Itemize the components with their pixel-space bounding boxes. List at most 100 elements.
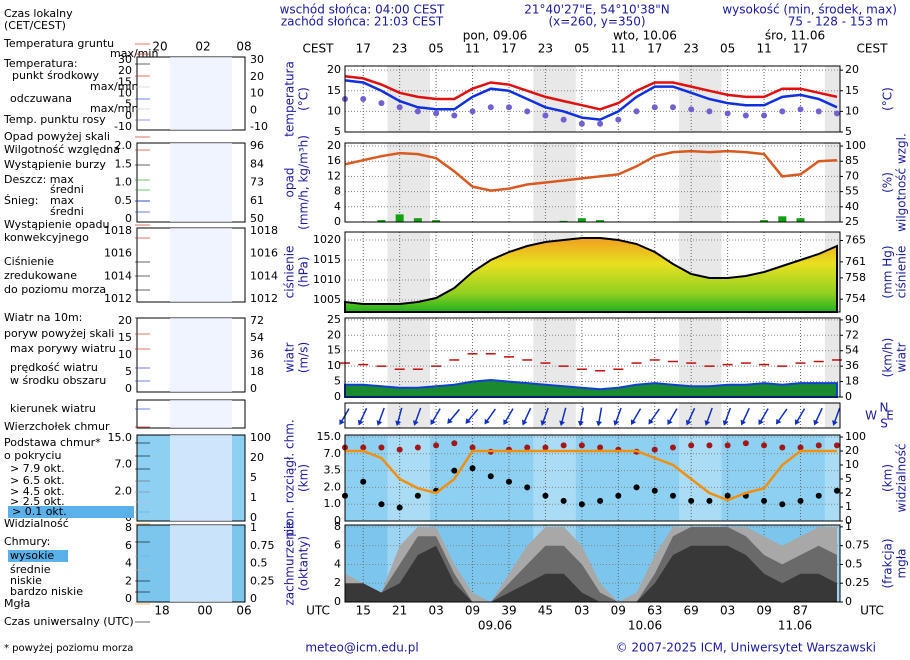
night-band [824, 143, 840, 222]
mini-tick-right: -10 [250, 120, 268, 133]
series-dot [451, 467, 458, 474]
compass-letter: E [886, 409, 894, 423]
y-axis-unit: (m/s) [297, 342, 311, 373]
y2-tick-label: 758 [845, 271, 866, 284]
wind-arrow [447, 408, 461, 424]
mini-night [170, 57, 232, 130]
y2-tick-label: 10 [845, 104, 859, 117]
series-dot [469, 108, 476, 115]
mini-night [170, 525, 232, 602]
cest-tick-label: 17 [793, 42, 808, 56]
wind-arrow [832, 407, 841, 426]
precip-bar [413, 218, 422, 222]
mini-tick-right: 5 [250, 471, 257, 484]
legend-text: kierunek wiatru [10, 402, 96, 415]
series-dot [542, 492, 549, 499]
y-axis-unit: (mm/h, kg/m³h) [297, 135, 311, 230]
mini-tick-left: 1.5 [115, 157, 133, 170]
y-tick-label: 16 [327, 154, 341, 167]
series-dot [578, 501, 585, 508]
footnote: * powyżej poziomu morza [4, 643, 133, 654]
night-band [387, 232, 431, 312]
mini-tick-left: 15 [118, 75, 132, 88]
arrow-head [376, 420, 383, 426]
cest-tick-label: 11 [465, 42, 480, 56]
panel-frame [344, 65, 841, 133]
series-dot [779, 444, 786, 451]
y2-tick-label: 54 [845, 344, 859, 357]
legend-text: konwekcyjnego [4, 231, 89, 244]
night-band [679, 143, 722, 222]
legend-text: Śnieg: [4, 194, 38, 207]
cest-tick-label: 05 [574, 42, 589, 56]
mini-tick-right: 36 [250, 348, 264, 361]
y-tick-label: 10 [327, 104, 341, 117]
series-dot [542, 112, 549, 119]
y-tick-label: 20 [327, 139, 341, 152]
series-line [344, 75, 838, 111]
wind-arrow [758, 408, 769, 426]
legend-text: Wierzchołek chmur [4, 420, 110, 433]
arrow-head [559, 420, 565, 427]
legend-text: prędkość wiatru [10, 361, 98, 374]
utc-tick-label: 03 [428, 604, 443, 618]
series-dot [560, 497, 567, 504]
arrow-head [813, 419, 819, 426]
series-dot [560, 116, 567, 123]
y-tick-label: 3.5 [324, 464, 342, 477]
wind-arrow [484, 408, 496, 425]
legend-text: do poziomu morza [4, 283, 106, 296]
series-dot [688, 106, 695, 113]
arrow-head [413, 420, 419, 426]
series-dot [560, 442, 567, 449]
y2-tick-label: 0.25 [845, 576, 870, 589]
series-area [344, 237, 839, 313]
legend-text: Deszcz: max [4, 173, 74, 186]
series-dot [360, 444, 367, 451]
series-dot [797, 106, 804, 113]
wind-arrow [613, 407, 622, 426]
wind-arrow [559, 407, 567, 427]
wind-arrow [465, 408, 479, 424]
wind-arrow [521, 407, 532, 426]
night-band [533, 403, 576, 428]
y-axis-unit: (oktanty) [297, 536, 311, 591]
y-tick-label: 1015 [313, 253, 341, 266]
y2-tick-label: 0 [845, 595, 852, 608]
wind-arrow [685, 407, 696, 426]
wind-arrow [577, 407, 584, 427]
y2-tick-label: 0 [845, 390, 852, 403]
mini-tick-right: 0 [250, 592, 257, 605]
panel-frame [344, 317, 841, 398]
series-area [344, 378, 839, 398]
day-label: 09.06 [478, 619, 512, 633]
mini-tick-right: 30 [250, 53, 264, 66]
series-dot [779, 108, 786, 115]
y2-axis-title: wiatr [895, 342, 909, 372]
y2-tick-label: 0 [845, 514, 852, 527]
series-line [344, 149, 838, 192]
wind-arrow [722, 407, 732, 426]
y2-tick-label: 100 [845, 139, 866, 152]
wind-arrow [813, 407, 823, 426]
y2-tick-label: 754 [845, 292, 866, 305]
series-dot [724, 492, 731, 499]
legend-text: w środku obszaru [10, 374, 106, 387]
series-dot [597, 497, 604, 504]
y2-tick-label: 40 [845, 200, 859, 213]
series-dot [433, 442, 440, 449]
legend-text: Wilgotność względna [4, 143, 120, 156]
y-tick-label: 4 [334, 200, 341, 213]
series-dot [487, 473, 494, 480]
mini-tick-right: 18 [250, 365, 264, 378]
y2-tick-label: 100 [845, 430, 866, 443]
mini-tick-left: 1014 [104, 269, 132, 282]
legend-text: Wiatr na 10m: [4, 311, 82, 324]
mini-tick-right: 0 [250, 103, 257, 116]
cest-tick-label: 05 [428, 42, 443, 56]
utc-tick-label: 45 [538, 604, 553, 618]
series-dot [761, 497, 768, 504]
arrow-head [775, 418, 782, 425]
panel-frame [344, 142, 841, 223]
arrow-head [704, 420, 711, 426]
